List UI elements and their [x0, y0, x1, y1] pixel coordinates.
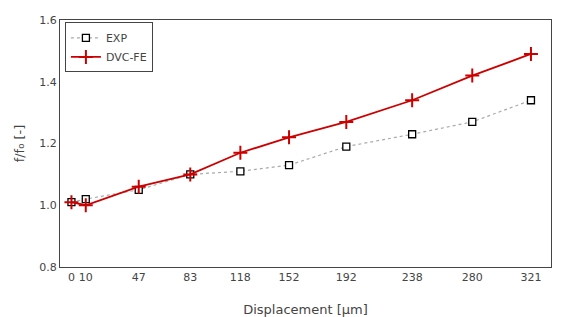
svg-text:1.4: 1.4 — [39, 76, 57, 89]
svg-text:192: 192 — [336, 271, 357, 284]
svg-text:1.6: 1.6 — [39, 14, 57, 27]
svg-text:0: 0 — [68, 271, 75, 284]
svg-text:238: 238 — [402, 271, 423, 284]
svg-text:47: 47 — [132, 271, 146, 284]
svg-text:10: 10 — [79, 271, 93, 284]
svg-text:0.8: 0.8 — [39, 261, 57, 274]
svg-text:Displacement [μm]: Displacement [μm] — [243, 302, 368, 317]
svg-text:f/f₀ [-]: f/f₀ [-] — [12, 125, 27, 163]
svg-text:EXP: EXP — [106, 32, 127, 45]
svg-text:1.2: 1.2 — [39, 137, 57, 150]
svg-text:152: 152 — [279, 271, 300, 284]
svg-text:83: 83 — [183, 271, 197, 284]
svg-text:321: 321 — [520, 271, 541, 284]
svg-text:118: 118 — [230, 271, 251, 284]
svg-text:1.0: 1.0 — [39, 199, 57, 212]
svg-text:DVC-FE: DVC-FE — [106, 51, 147, 64]
svg-text:280: 280 — [462, 271, 483, 284]
